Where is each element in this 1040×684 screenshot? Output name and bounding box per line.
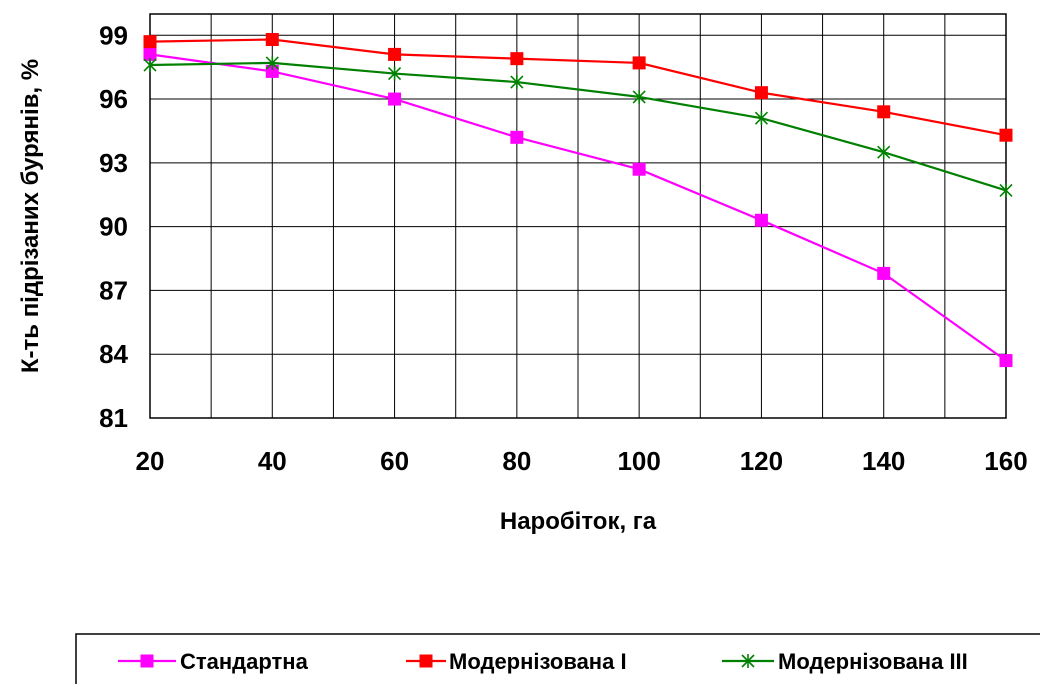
data-point xyxy=(388,47,402,61)
data-point xyxy=(754,86,768,100)
x-tick-label: 100 xyxy=(617,446,660,476)
data-point xyxy=(877,105,891,119)
series-line xyxy=(149,61,1007,192)
data-point xyxy=(999,354,1013,368)
legend-label: Стандартна xyxy=(180,649,309,674)
legend-label: Модернізована І xyxy=(449,649,627,674)
data-point xyxy=(632,56,646,70)
legend-item: Модернізована І xyxy=(406,649,627,674)
y-axis-title: К-ть підрізаних бурянів, % xyxy=(17,59,44,373)
y-axis-tick-labels: 81 84 87 90 93 96 99 xyxy=(99,20,128,433)
legend-marker xyxy=(140,654,154,668)
data-point xyxy=(877,145,891,160)
legend-label: Модернізована ІІІ xyxy=(778,649,968,674)
x-tick-label: 140 xyxy=(862,446,905,476)
y-tick-label: 90 xyxy=(99,212,128,242)
y-tick-label: 99 xyxy=(99,20,128,50)
data-point xyxy=(632,89,646,104)
data-point xyxy=(510,52,524,66)
legend-marker xyxy=(741,654,755,668)
x-tick-label: 20 xyxy=(136,446,165,476)
data-point xyxy=(510,130,524,144)
x-tick-label: 40 xyxy=(258,446,287,476)
x-axis-title: Наробіток, га xyxy=(500,508,657,535)
data-point xyxy=(754,213,768,227)
data-point xyxy=(388,92,402,106)
data-point xyxy=(265,64,279,78)
data-point xyxy=(754,111,768,126)
y-tick-label: 81 xyxy=(99,403,128,433)
legend-marker xyxy=(419,654,433,668)
x-tick-label: 120 xyxy=(740,446,783,476)
legend-item: Модернізована ІІІ xyxy=(722,649,968,674)
series-1 xyxy=(143,47,1013,368)
data-point xyxy=(632,162,646,176)
series-line xyxy=(149,38,1007,137)
x-tick-label: 160 xyxy=(984,446,1027,476)
legend-box xyxy=(75,633,1040,684)
data-point xyxy=(143,58,157,73)
legend-item: Стандартна xyxy=(118,649,309,674)
data-point xyxy=(877,266,891,280)
x-tick-label: 60 xyxy=(380,446,409,476)
y-tick-label: 93 xyxy=(99,148,128,178)
data-point xyxy=(999,183,1013,198)
series-3 xyxy=(143,55,1013,198)
data-point xyxy=(143,35,157,49)
data-point xyxy=(510,75,524,90)
y-tick-label: 87 xyxy=(99,275,128,305)
data-point xyxy=(999,128,1013,142)
y-tick-label: 84 xyxy=(99,339,128,369)
data-point xyxy=(143,47,157,61)
data-point xyxy=(265,55,279,70)
series-2 xyxy=(143,33,1013,142)
series-line xyxy=(149,53,1007,362)
x-axis-tick-labels: 20 40 60 80 100 120 140 160 xyxy=(136,446,1028,476)
y-tick-label: 96 xyxy=(99,84,128,114)
series-layer xyxy=(143,33,1013,368)
data-point xyxy=(388,66,402,81)
legend: Стандартна Модернізована І Модернізована І… xyxy=(75,633,1040,684)
data-point xyxy=(265,33,279,47)
grid xyxy=(150,14,1006,419)
plot-area xyxy=(149,13,1007,419)
x-tick-label: 80 xyxy=(502,446,531,476)
